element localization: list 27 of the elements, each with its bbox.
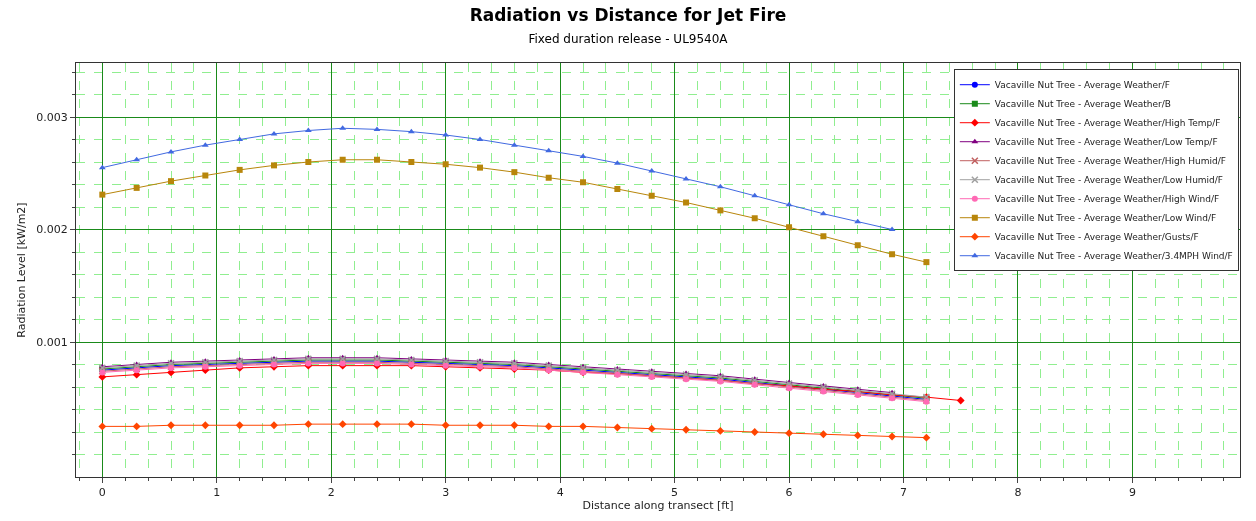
x-tick-label: 4 (556, 486, 564, 500)
x-axis-title: Distance along transect [ft] (582, 499, 734, 513)
x-tick-label: 1 (213, 486, 221, 500)
y-axis-title: Radiation Level [kW/m2] (14, 202, 28, 338)
legend-label: Vacaville Nut Tree - Average Weather/B (994, 99, 1171, 110)
x-tick-label: 9 (1128, 486, 1136, 500)
legend-label: Vacaville Nut Tree - Average Weather/Gusts/F (994, 232, 1199, 243)
legend-label: Vacaville Nut Tree - Average Weather/F (994, 80, 1170, 91)
legend-label: Vacaville Nut Tree - Average Weather/3.4MPH Wind/F (994, 251, 1233, 262)
legend-label: Vacaville Nut Tree - Average Weather/High Wind/F (994, 194, 1220, 205)
y-tick-label: 0.002 (36, 223, 68, 237)
chart-title: Radiation vs Distance for Jet Fire (469, 4, 787, 25)
x-tick-label: 0 (98, 486, 106, 500)
legend-label: Vacaville Nut Tree - Average Weather/High Temp/F (994, 118, 1221, 129)
x-tick-label: 3 (442, 486, 450, 500)
x-tick-label: 2 (327, 486, 335, 500)
chart-subtitle: Fixed duration release - UL9540A (528, 31, 729, 46)
x-tick-label: 7 (900, 486, 907, 500)
legend-label: Vacaville Nut Tree - Average Weather/Low Humid/F (994, 175, 1224, 186)
legend-label: Vacaville Nut Tree - Average Weather/Low Wind/F (994, 213, 1217, 224)
x-tick-label: 6 (785, 486, 793, 500)
x-tick-label: 5 (671, 486, 679, 500)
legend-label: Vacaville Nut Tree - Average Weather/Low Temp/F (994, 137, 1218, 148)
y-tick-label: 0.003 (36, 110, 68, 124)
x-tick-label: 8 (1014, 486, 1022, 500)
legend-label: Vacaville Nut Tree - Average Weather/High Humid/F (994, 156, 1227, 167)
y-tick-label: 0.001 (36, 335, 68, 349)
